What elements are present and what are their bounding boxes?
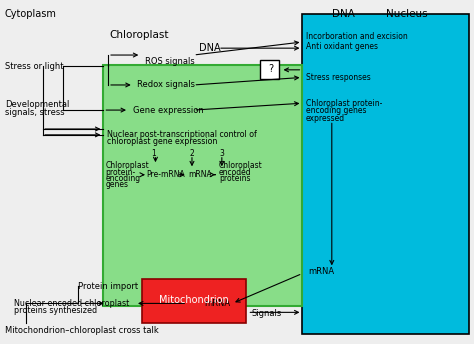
Text: Developmental: Developmental: [5, 100, 69, 109]
FancyBboxPatch shape: [142, 279, 246, 323]
Text: DNA: DNA: [199, 43, 221, 53]
Text: ROS signals: ROS signals: [145, 57, 194, 66]
Text: Protein import: Protein import: [78, 282, 138, 291]
FancyBboxPatch shape: [103, 65, 302, 306]
Text: encoding genes: encoding genes: [306, 106, 366, 115]
Text: Anti oxidant genes: Anti oxidant genes: [306, 42, 378, 51]
Text: mRNA: mRNA: [308, 267, 334, 276]
Text: protein-: protein-: [105, 168, 136, 176]
Text: proteins: proteins: [219, 174, 250, 183]
FancyBboxPatch shape: [302, 14, 469, 334]
Text: expressed: expressed: [306, 114, 345, 123]
Text: genes: genes: [105, 180, 128, 189]
Text: 2: 2: [190, 149, 194, 158]
Text: Chloroplast: Chloroplast: [109, 30, 169, 40]
Text: Mitochondrion: Mitochondrion: [158, 295, 228, 305]
Text: Chloroplast: Chloroplast: [219, 161, 263, 170]
Text: encoded: encoded: [219, 168, 252, 176]
Text: DNA: DNA: [332, 9, 355, 19]
Text: Nuclear-encoded chloroplast: Nuclear-encoded chloroplast: [14, 299, 129, 308]
Text: Mitochondrion–chloroplast cross talk: Mitochondrion–chloroplast cross talk: [5, 326, 158, 335]
Text: Stress responses: Stress responses: [306, 73, 371, 82]
Text: signals, stress: signals, stress: [5, 108, 64, 117]
Text: Nucleus: Nucleus: [386, 9, 428, 19]
Text: Pre-mRNA: Pre-mRNA: [146, 170, 185, 179]
Text: Signals: Signals: [251, 309, 282, 318]
Text: 3: 3: [219, 149, 224, 158]
Text: chloroplast gene expression: chloroplast gene expression: [107, 137, 217, 146]
Text: Cytoplasm: Cytoplasm: [5, 9, 56, 19]
Text: Gene expression: Gene expression: [133, 106, 203, 115]
Text: Nuclear post-transcriptional control of: Nuclear post-transcriptional control of: [107, 130, 256, 139]
Text: proteins synthesized: proteins synthesized: [14, 306, 97, 315]
FancyBboxPatch shape: [260, 60, 279, 79]
Text: Chloroplast protein-: Chloroplast protein-: [306, 99, 382, 108]
Text: 1: 1: [152, 149, 156, 158]
Text: mRNA: mRNA: [189, 170, 212, 179]
Text: Stress or light: Stress or light: [5, 62, 63, 71]
Text: Incorboration and excision: Incorboration and excision: [306, 32, 408, 41]
Text: Redox signals: Redox signals: [137, 80, 195, 89]
Text: ?: ?: [268, 64, 273, 75]
Text: mRNA: mRNA: [204, 299, 230, 308]
Text: encoding: encoding: [105, 174, 140, 183]
Text: Chloroplast: Chloroplast: [105, 161, 149, 170]
